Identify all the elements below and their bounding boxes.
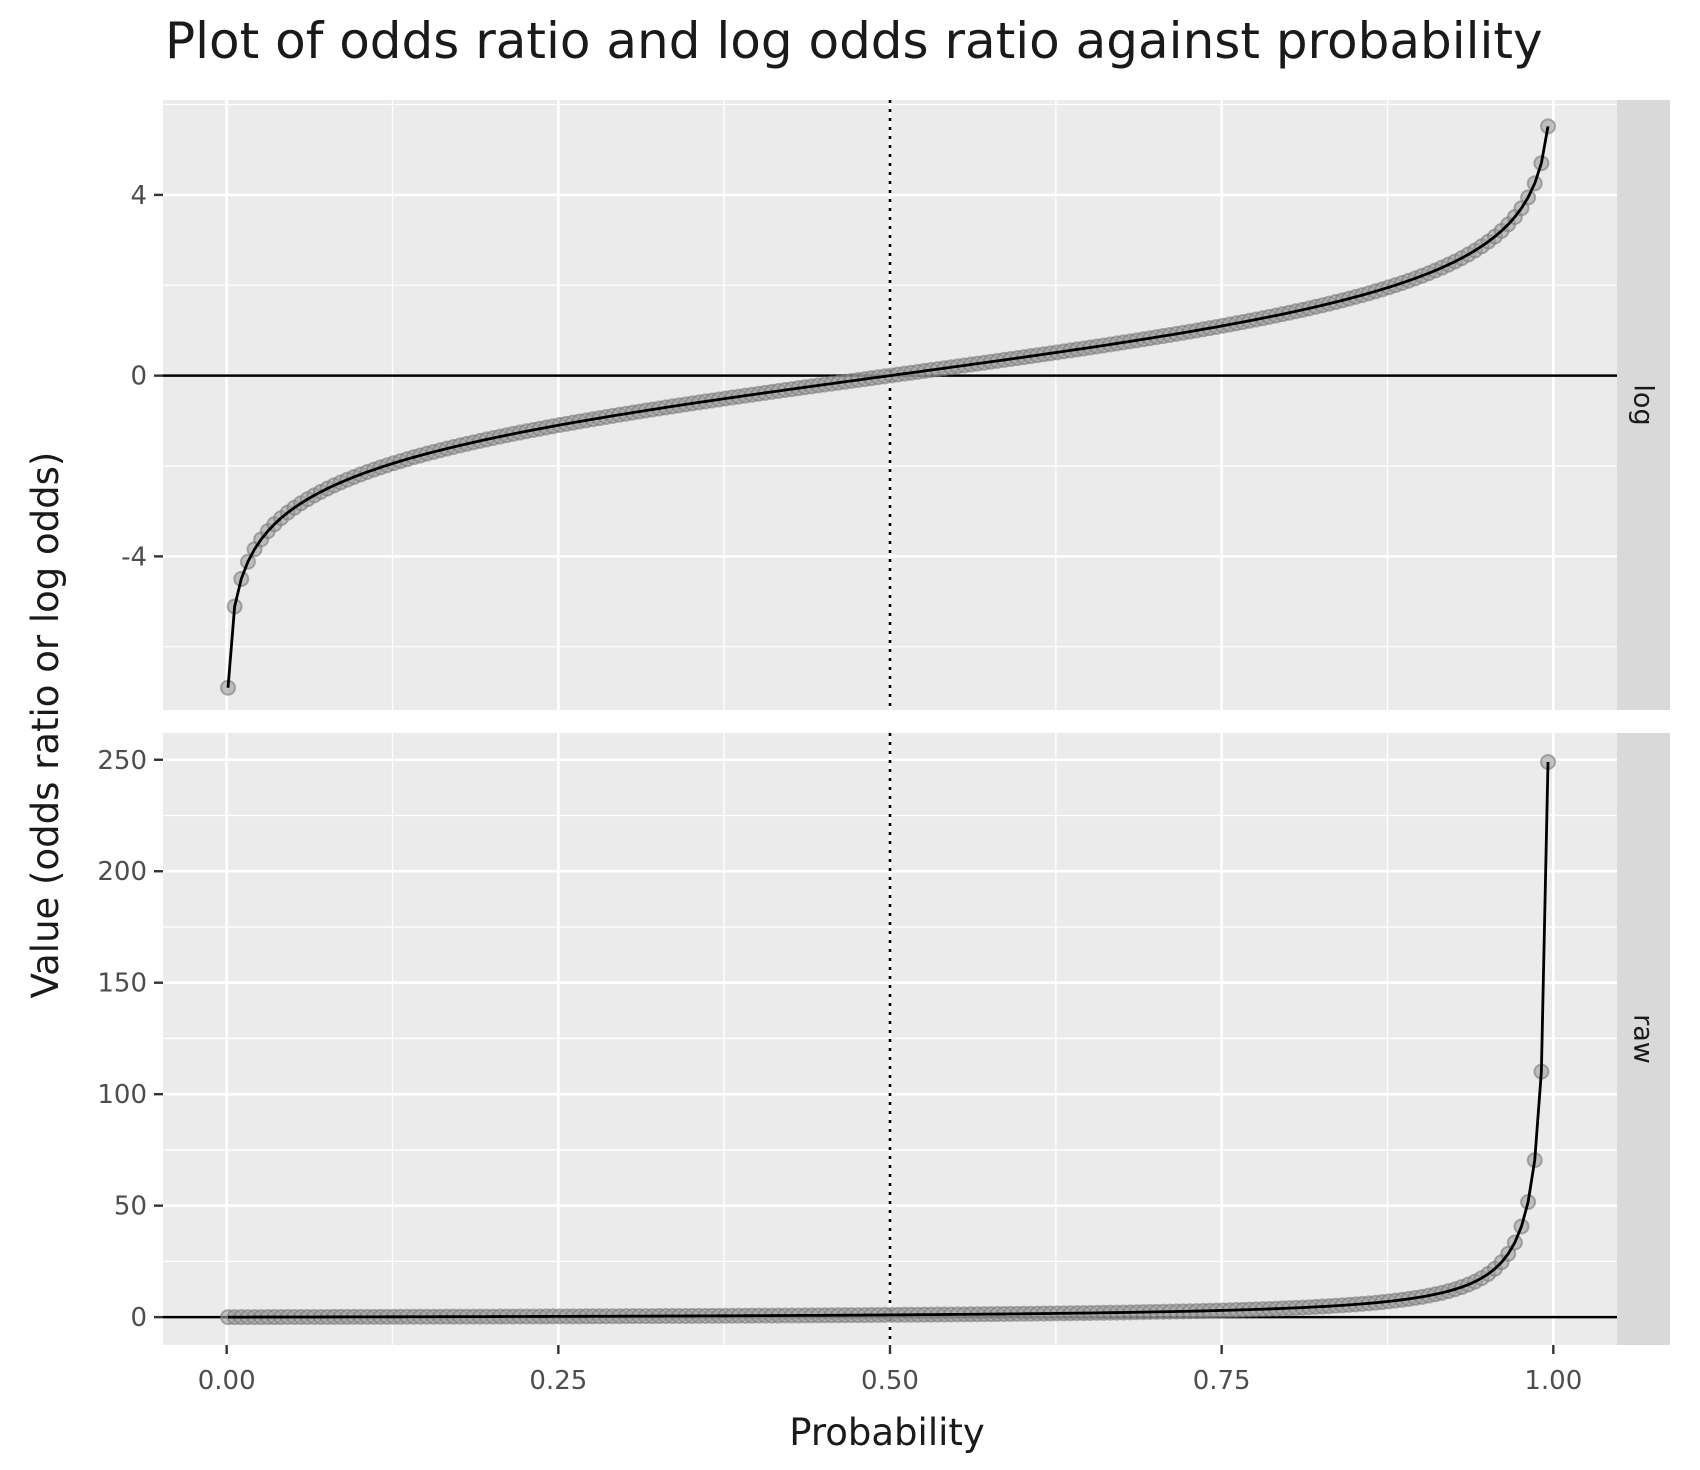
facet-strip-label: log [1628,384,1659,425]
y-tick-label: 200 [97,857,147,887]
chart-title: Plot of odds ratio and log odds ratio ag… [165,12,1543,70]
y-tick-label: 0 [130,1303,147,1333]
facet-strip [1617,100,1670,710]
facet-strip-label: raw [1628,1014,1659,1064]
panel-log: 4 0 -4 log [121,100,1670,710]
y-tick-label: 4 [130,181,147,211]
y-axis-title: Value (odds ratio or log odds) [24,452,67,999]
panels-layer: 4 0 -4 log 250 200 150 100 50 0 raw 0.00 0.25 0.50 0.7… [97,100,1670,1396]
y-tick-label: 150 [97,969,147,999]
y-tick-label: 100 [97,1080,147,1110]
series-line-raw [228,761,1550,1319]
y-tick-label: 50 [114,1192,147,1222]
y-tick-label: -4 [121,542,147,572]
y-tick-label: 0 [130,362,147,392]
x-tick-label: 1.00 [1524,1366,1582,1396]
x-axis-title: Probability [789,1411,985,1454]
x-tick-label: 0.25 [529,1366,587,1396]
x-tick-label: 0.75 [1193,1366,1251,1396]
x-tick-label: 0.00 [198,1366,256,1396]
facet-strip [1617,733,1670,1345]
series-line-log [226,126,1550,688]
x-tick-label: 0.50 [861,1366,919,1396]
panel-raw: 250 200 150 100 50 0 raw 0.00 0.25 0.50 0.75 1.00 [97,733,1670,1396]
y-tick-label: 250 [97,746,147,776]
